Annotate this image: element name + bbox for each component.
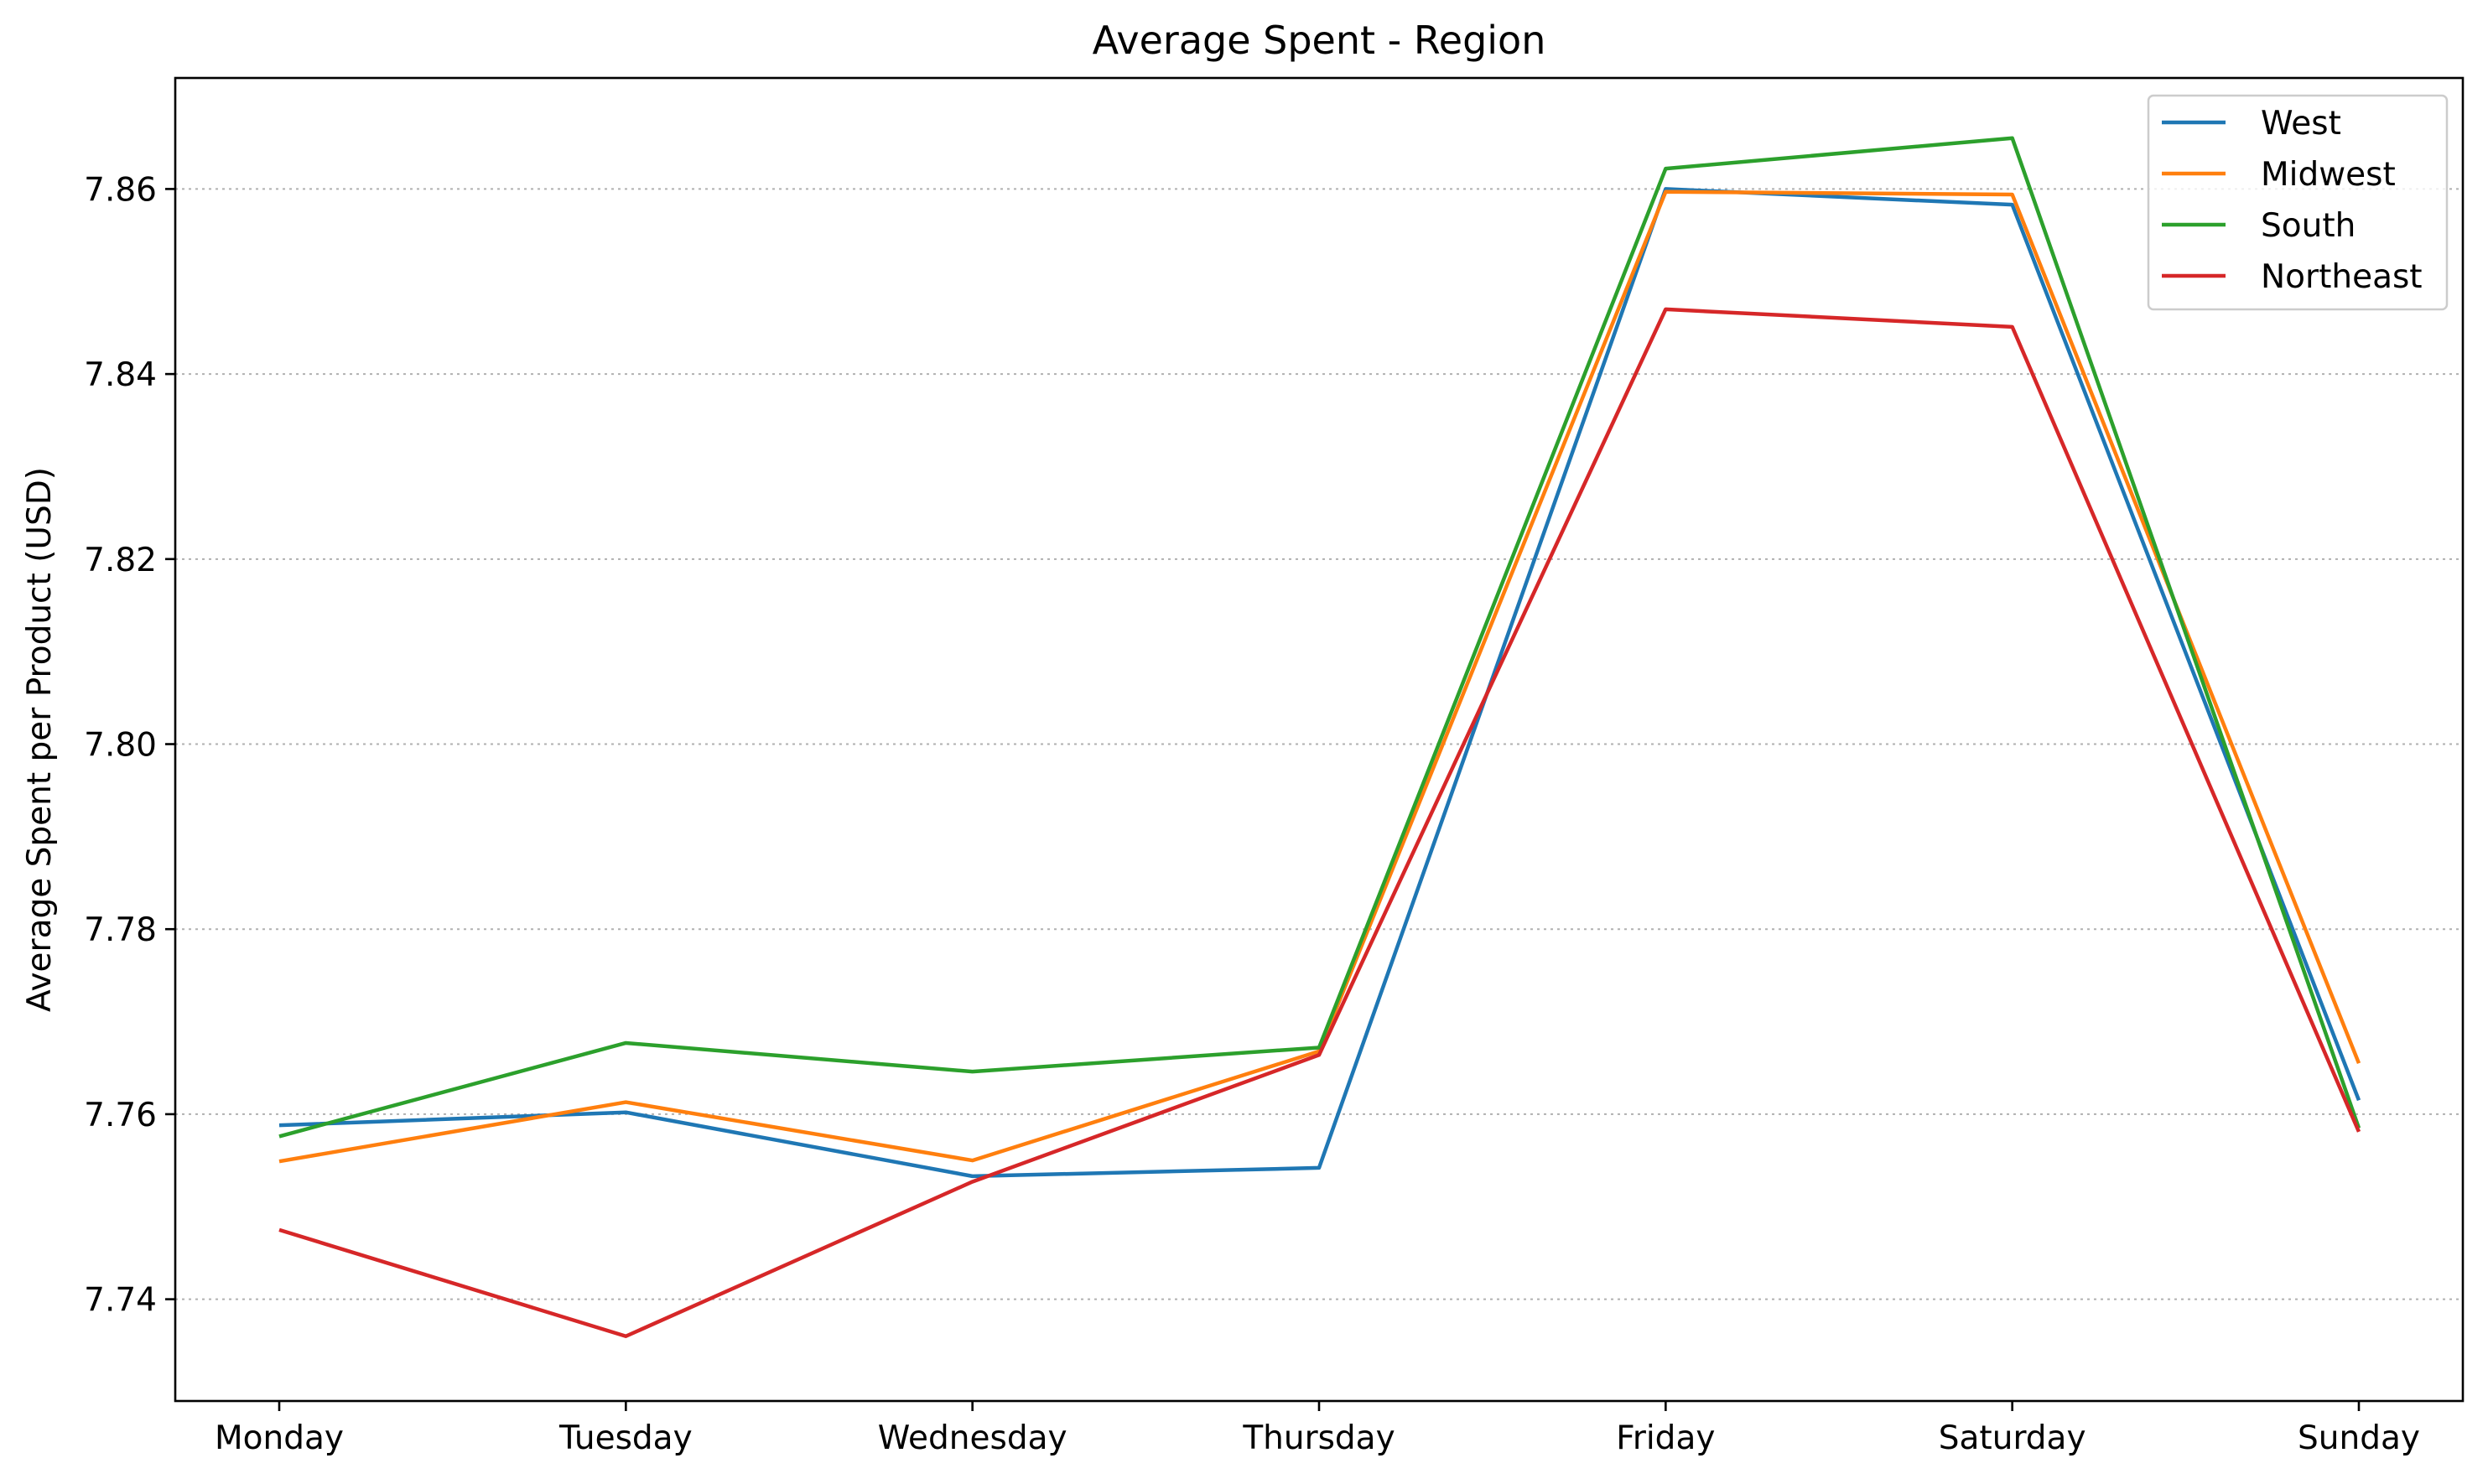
x-axis: Monday Tuesday Wednesday Thursday Friday Satu… xyxy=(215,1401,2420,1457)
y-axis-label: Average Spent per Product (USD) xyxy=(21,467,59,1012)
plot-frame xyxy=(174,76,2465,1403)
series-line-northeast xyxy=(278,307,2361,1339)
series-line-midwest xyxy=(278,189,2361,1164)
x-tick-label: Monday xyxy=(215,1419,344,1457)
x-tick-label: Sunday xyxy=(2298,1419,2420,1457)
series-line-south xyxy=(278,136,2361,1139)
y-tick-label: 7.84 xyxy=(84,356,157,394)
x-tick-label: Saturday xyxy=(1939,1419,2086,1457)
x-tick-label: Friday xyxy=(1616,1419,1715,1457)
chart-title: Average Spent - Region xyxy=(1093,18,1546,63)
x-tick-label: Tuesday xyxy=(558,1419,693,1457)
gridlines xyxy=(175,188,2463,1300)
y-tick-label: 7.76 xyxy=(84,1097,157,1134)
x-tick-label: Thursday xyxy=(1242,1419,1395,1457)
series-lines xyxy=(278,136,2361,1339)
legend-label: Northeast xyxy=(2261,258,2423,296)
y-tick-label: 7.78 xyxy=(84,911,157,949)
y-tick-label: 7.82 xyxy=(84,542,157,579)
legend-label: Midwest xyxy=(2261,156,2396,194)
legend-box xyxy=(2147,94,2449,311)
y-axis: 7.74 7.76 7.78 7.80 7.82 7.84 7.86 xyxy=(84,171,175,1320)
y-tick-label: 7.80 xyxy=(84,727,157,765)
legend-label: West xyxy=(2261,105,2341,143)
legend: West Midwest South Northeast xyxy=(2147,94,2449,311)
legend-label: South xyxy=(2261,207,2356,245)
y-tick-label: 7.74 xyxy=(84,1282,157,1320)
y-tick-label: 7.86 xyxy=(84,171,157,209)
series-line-west xyxy=(278,187,2361,1179)
x-tick-label: Wednesday xyxy=(878,1419,1067,1457)
